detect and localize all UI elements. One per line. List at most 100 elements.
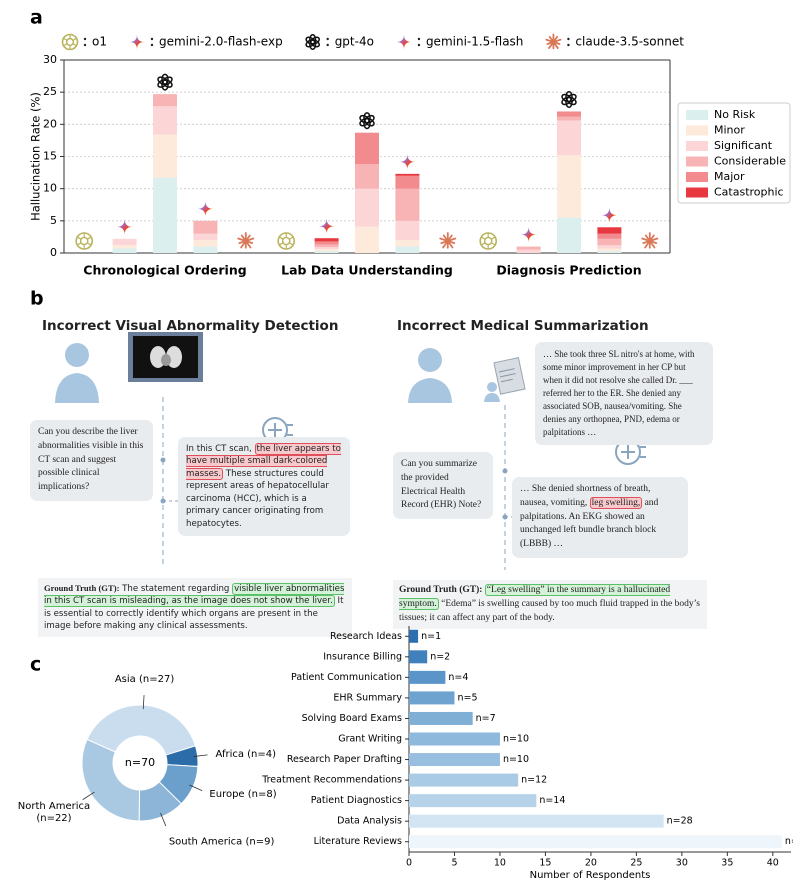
icon-part bbox=[87, 236, 92, 240]
flow-dot bbox=[160, 457, 166, 463]
bar-segment bbox=[395, 220, 420, 241]
icon-part bbox=[281, 236, 291, 246]
bar bbox=[409, 711, 473, 725]
bar-segment bbox=[557, 155, 581, 218]
y-tick-label: Treatment Recommendations bbox=[261, 775, 402, 786]
value-label: n=1 bbox=[421, 631, 441, 642]
icon-part bbox=[72, 37, 77, 41]
icon-part bbox=[63, 43, 68, 47]
model-icon bbox=[305, 33, 320, 51]
legend-colon bbox=[417, 37, 421, 41]
icon-part bbox=[601, 207, 618, 224]
icon-part bbox=[76, 236, 82, 240]
x-tick-label: 15 bbox=[539, 858, 551, 869]
bar-segment bbox=[355, 226, 379, 253]
bar-segment bbox=[597, 251, 622, 253]
bar-segment bbox=[193, 220, 218, 234]
model-icon bbox=[601, 207, 618, 224]
legend-colon bbox=[150, 43, 154, 47]
bar-segment bbox=[395, 175, 420, 189]
model-icon bbox=[439, 232, 457, 249]
legend-label: Major bbox=[714, 170, 745, 183]
legend-label: claude-3.5-sonnet bbox=[575, 35, 684, 49]
highlight-text: leg swelling, bbox=[589, 496, 643, 509]
icon-part bbox=[480, 236, 486, 240]
y-tick-label: Literature Reviews bbox=[314, 836, 402, 847]
icon-part bbox=[644, 234, 651, 242]
model-icon bbox=[75, 232, 93, 250]
legend-label: o1 bbox=[92, 35, 107, 49]
group-label: Diagnosis Prediction bbox=[496, 263, 641, 278]
text-span: … She denied shortness of breath, nausea… bbox=[520, 484, 651, 508]
legend-label: Catastrophic bbox=[714, 186, 784, 199]
icon-part bbox=[65, 37, 75, 47]
bar bbox=[409, 835, 782, 849]
flow-dot bbox=[502, 468, 508, 474]
icon-part bbox=[197, 200, 214, 217]
donut-center: n=70 bbox=[125, 756, 155, 769]
doctor-icon bbox=[55, 343, 99, 403]
bar bbox=[409, 814, 664, 828]
model-icon bbox=[197, 200, 214, 217]
bar-segment bbox=[395, 173, 420, 176]
y-tick-label: EHR Summary bbox=[333, 692, 402, 703]
y-tick-label: 5 bbox=[50, 214, 57, 227]
y-tick-label: 25 bbox=[43, 85, 57, 98]
legend-label: Considerable bbox=[714, 155, 786, 168]
leader-line bbox=[189, 784, 203, 792]
icon-part bbox=[63, 37, 68, 41]
legend-swatch bbox=[686, 156, 708, 167]
icon-part bbox=[399, 153, 416, 170]
model-icon bbox=[399, 153, 416, 170]
legend-swatch bbox=[686, 187, 708, 198]
icon-part bbox=[76, 242, 82, 246]
bar-segment bbox=[355, 132, 379, 165]
bar-segment bbox=[112, 245, 137, 249]
leader-line bbox=[82, 791, 95, 800]
icon-part bbox=[289, 242, 294, 246]
text-span: In this CT scan, bbox=[186, 444, 255, 454]
legend-colon bbox=[326, 43, 329, 47]
bar-segment bbox=[557, 116, 581, 121]
icon-part bbox=[157, 76, 168, 86]
bar bbox=[409, 691, 455, 705]
legend-colon bbox=[150, 37, 154, 41]
ehr-icon bbox=[484, 357, 526, 402]
model-icon bbox=[359, 112, 375, 130]
y-tick-label: Research Ideas bbox=[330, 631, 402, 642]
model-icon bbox=[129, 34, 145, 50]
group-label: Lab Data Understanding bbox=[281, 263, 453, 278]
bar-segment bbox=[153, 134, 177, 178]
bar-segment bbox=[153, 94, 177, 107]
bar bbox=[409, 732, 500, 746]
icon-part bbox=[480, 242, 486, 246]
legend-label: No Risk bbox=[714, 108, 756, 121]
model-icon bbox=[396, 34, 412, 50]
legend-swatch bbox=[686, 172, 708, 182]
y-axis-title: Hallucination Rate (%) bbox=[29, 92, 43, 221]
bar-segment bbox=[395, 240, 420, 247]
bar-segment bbox=[597, 227, 622, 234]
value-label: n=28 bbox=[667, 816, 693, 827]
x-tick-label: 20 bbox=[585, 858, 597, 869]
icon-part bbox=[278, 242, 284, 246]
legend-colon bbox=[417, 43, 421, 47]
bar bbox=[409, 670, 446, 684]
legend-colon bbox=[83, 43, 87, 47]
model-icon bbox=[237, 232, 255, 249]
bar-segment bbox=[395, 188, 420, 221]
text-span: Ground Truth (GT): bbox=[399, 585, 483, 595]
y-tick-label: Patient Diagnostics bbox=[311, 795, 402, 806]
legend-swatch bbox=[686, 110, 708, 120]
ct-monitor bbox=[128, 332, 203, 382]
panel-letter: b bbox=[30, 288, 44, 310]
legend-colon bbox=[567, 37, 570, 41]
value-label: n=7 bbox=[476, 713, 496, 724]
legend-swatch bbox=[686, 125, 708, 136]
scenario-title: Incorrect Visual Abnormality Detection bbox=[42, 318, 339, 334]
bar-segment bbox=[314, 238, 339, 242]
text-span: and palpitations. An EKG showed an uncha… bbox=[520, 497, 659, 550]
icon-part bbox=[548, 35, 555, 43]
icon-part bbox=[72, 43, 77, 47]
bar-segment bbox=[516, 246, 541, 250]
